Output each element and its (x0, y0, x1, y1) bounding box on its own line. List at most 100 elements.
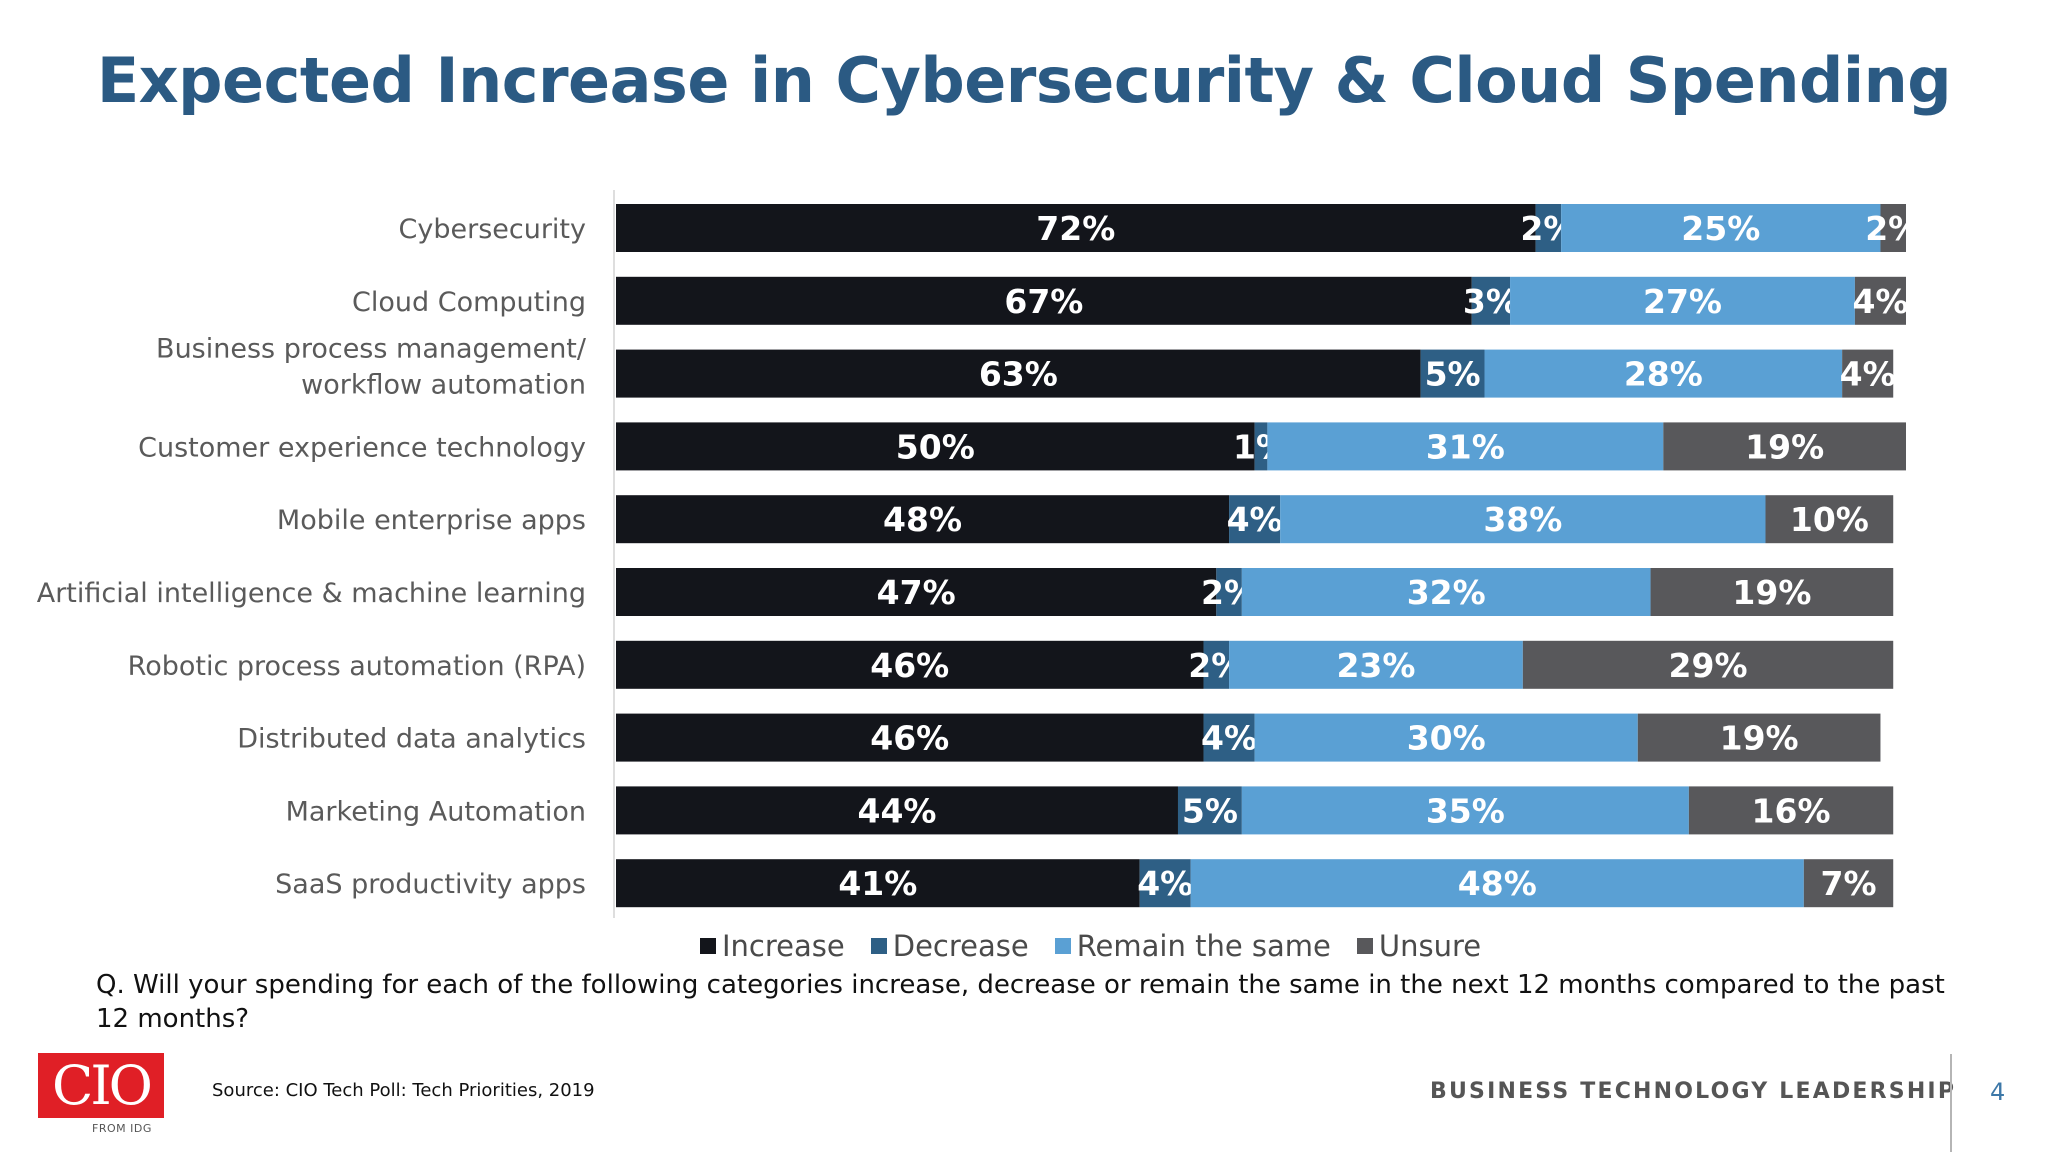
bar-segment-increase (616, 349, 1421, 398)
legend-label-decrease: Decrease (892, 929, 1029, 963)
legend-item-decrease: Decrease (870, 929, 1029, 963)
data-label-increase: 67% (1004, 282, 1083, 321)
data-label-increase: 44% (857, 791, 936, 830)
cio-logo-subtext: FROM IDG (92, 1122, 152, 1135)
source-note: Source: CIO Tech Poll: Tech Priorities, … (212, 1080, 595, 1101)
data-label-unsure: 4% (1852, 282, 1908, 321)
bar-segment-remain (1280, 495, 1766, 544)
bar-segment-increase (616, 276, 1472, 325)
data-label-remain: 30% (1407, 719, 1486, 758)
category-label: Mobile enterprise apps (277, 505, 586, 536)
bar-segment-decrease (1139, 859, 1191, 908)
bar-segment-increase (616, 495, 1230, 544)
data-label-unsure: 16% (1752, 791, 1831, 830)
data-label-increase: 48% (883, 500, 962, 539)
category-label: Artificial intelligence & machine learni… (37, 578, 586, 609)
data-label-unsure: 4% (1840, 355, 1896, 394)
data-label-unsure: 7% (1821, 864, 1877, 903)
bar-segment-unsure (1765, 495, 1894, 544)
bars-group: 72% 2% 25% 2%67% 3% 27% 4%63% 5% 28% 4%50% 1% 31% 19… (616, 204, 1921, 908)
data-label-increase: 47% (877, 573, 956, 612)
bar-segment-unsure (1650, 568, 1894, 616)
bar-segment-increase (616, 204, 1536, 252)
category-label: Business process management/workflow aut… (156, 334, 587, 401)
data-label-increase: 63% (979, 355, 1058, 394)
bar-segment-decrease (1229, 495, 1281, 544)
bar-segment-remain (1510, 276, 1855, 325)
bar-segment-decrease (1254, 422, 1268, 471)
bar-segment-increase (616, 786, 1178, 835)
data-label-increase: 46% (870, 646, 949, 685)
bar-segment-decrease (1535, 204, 1562, 252)
bar-segment-unsure (1522, 640, 1894, 689)
data-label-remain: 38% (1483, 500, 1562, 539)
data-label-remain: 32% (1407, 573, 1486, 612)
bar-segment-unsure (1842, 349, 1894, 398)
data-label-decrease: 4% (1227, 500, 1283, 539)
data-label-decrease: 4% (1201, 719, 1257, 758)
survey-question: Q. Will your spending for each of the fo… (96, 970, 1945, 1034)
page-title: Expected Increase in Cybersecurity & Clo… (96, 44, 1952, 117)
bar-segment-unsure (1803, 859, 1894, 908)
bar-segment-unsure (1663, 422, 1906, 471)
category-label: Distributed data analytics (237, 724, 586, 755)
chart-legend: Increase Decrease Remain the same Unsure (700, 929, 1481, 963)
category-label: Marketing Automation (286, 796, 586, 827)
legend-swatch-decrease (870, 938, 887, 954)
data-label-remain: 23% (1336, 646, 1415, 685)
bar-segment-decrease (1420, 349, 1485, 398)
bar-segment-increase (616, 640, 1204, 689)
legend-swatch-unsure (1356, 938, 1373, 954)
legend-item-increase: Increase (700, 929, 845, 963)
data-label-remain: 31% (1426, 427, 1505, 466)
data-label-unsure: 19% (1720, 719, 1799, 758)
bar-segment-decrease (1203, 640, 1230, 689)
legend-swatch-increase (700, 938, 716, 954)
data-label-increase: 72% (1036, 209, 1115, 248)
legend-label-unsure: Unsure (1378, 929, 1482, 963)
bar-segment-remain (1241, 786, 1689, 835)
data-label-decrease: 5% (1425, 355, 1481, 394)
data-label-decrease: 4% (1137, 864, 1193, 903)
data-label-unsure: 19% (1745, 427, 1824, 466)
bar-segment-decrease (1203, 713, 1255, 762)
data-label-unsure: 19% (1732, 573, 1811, 612)
bar-segment-remain (1267, 422, 1664, 471)
legend-item-remain: Remain the same (1054, 929, 1331, 963)
data-label-unsure: 10% (1790, 500, 1869, 539)
bar-segment-increase (616, 422, 1255, 471)
legend-label-remain: Remain the same (1076, 929, 1331, 963)
bar-segment-unsure (1880, 204, 1906, 252)
data-label-increase: 41% (838, 864, 917, 903)
bar-segment-increase (616, 568, 1217, 616)
legend-swatch-remain (1054, 938, 1071, 954)
bar-segment-decrease (1471, 276, 1511, 325)
bar-segment-decrease (1216, 568, 1242, 616)
data-label-unsure: 2% (1865, 209, 1921, 248)
bar-segment-remain (1254, 713, 1638, 762)
legend-label-increase: Increase (722, 929, 845, 963)
bar-segment-unsure (1688, 786, 1894, 835)
page-number: 4 (1990, 1078, 2006, 1106)
category-label: SaaS productivity apps (275, 869, 586, 900)
bar-segment-unsure (1854, 276, 1906, 325)
bar-segment-remain (1561, 204, 1881, 252)
data-label-decrease: 5% (1182, 791, 1238, 830)
data-label-decrease: 3% (1463, 282, 1519, 321)
data-label-remain: 28% (1624, 355, 1703, 394)
legend-item-unsure: Unsure (1356, 929, 1482, 963)
data-label-remain: 48% (1458, 864, 1537, 903)
category-label: Cloud Computing (352, 287, 586, 318)
data-label-remain: 27% (1643, 282, 1722, 321)
data-label-unsure: 29% (1669, 646, 1748, 685)
footer-tagline: BUSINESS TECHNOLOGY LEADERSHIP (1430, 1079, 1957, 1104)
data-label-remain: 35% (1426, 791, 1505, 830)
bar-segment-remain (1229, 640, 1523, 689)
bar-segment-remain (1190, 859, 1804, 908)
footer-divider (1950, 1054, 1952, 1152)
bar-segment-increase (616, 713, 1204, 762)
bar-segment-increase (616, 859, 1140, 908)
category-label: Robotic process automation (RPA) (128, 651, 586, 682)
bar-segment-decrease (1177, 786, 1242, 835)
